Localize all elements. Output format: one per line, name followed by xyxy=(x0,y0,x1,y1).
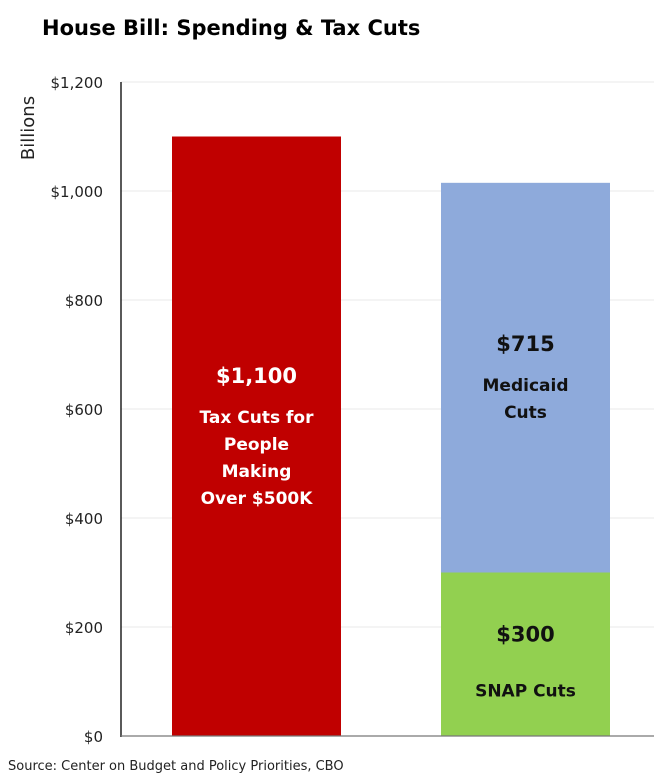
segment-label: Making xyxy=(222,462,292,482)
segment-label: People xyxy=(224,435,289,455)
y-tick-label: $1,000 xyxy=(51,183,104,201)
segment-label: Medicaid xyxy=(483,376,569,396)
bar-segment xyxy=(441,572,610,736)
y-tick-label: $0 xyxy=(84,728,103,746)
segment-label: SNAP Cuts xyxy=(475,681,576,701)
data-label: $715 xyxy=(496,332,554,356)
bar-segment xyxy=(172,136,341,736)
segment-label: Cuts xyxy=(504,403,547,423)
data-label: $300 xyxy=(496,622,554,646)
y-axis-label: Billions xyxy=(18,96,39,160)
source-note: Source: Center on Budget and Policy Prio… xyxy=(8,759,344,774)
chart-title: House Bill: Spending & Tax Cuts xyxy=(42,16,420,40)
data-label: $1,100 xyxy=(216,364,297,388)
y-tick-label: $1,200 xyxy=(51,74,104,92)
y-tick-label: $600 xyxy=(65,401,103,419)
y-tick-label: $400 xyxy=(65,510,103,528)
y-tick-label: $200 xyxy=(65,619,103,637)
y-tick-label: $800 xyxy=(65,292,103,310)
segment-label: Over $500K xyxy=(201,489,314,509)
bar-segment xyxy=(441,182,610,573)
segment-label: Tax Cuts for xyxy=(200,408,315,428)
